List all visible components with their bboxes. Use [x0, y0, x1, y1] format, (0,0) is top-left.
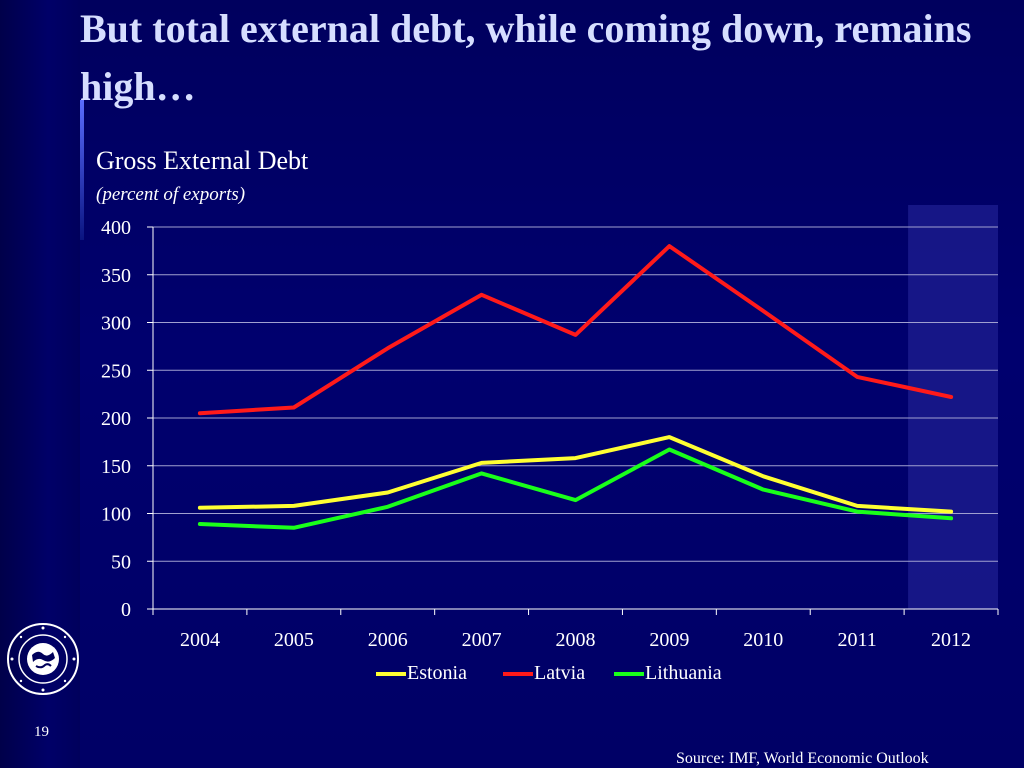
x-tick-label: 2004	[180, 629, 220, 651]
x-tick-label: 2006	[368, 629, 408, 651]
series-line-lithuania	[197, 447, 954, 530]
page-number: 19	[34, 724, 49, 740]
y-tick-label: 350	[101, 265, 131, 287]
x-tick-label: 2008	[556, 629, 596, 651]
chart-title: Gross External Debt	[96, 146, 309, 175]
source-note: Source: IMF, World Economic Outlook	[676, 750, 929, 767]
x-tick-label: 2010	[743, 629, 783, 651]
x-tick-label: 2007	[462, 629, 502, 651]
y-tick-label: 150	[101, 456, 131, 478]
projection-band	[908, 205, 998, 609]
x-tick-label: 2005	[274, 629, 314, 651]
series-line-estonia	[197, 435, 954, 514]
y-tick-label: 0	[121, 599, 131, 621]
background-main	[80, 0, 1024, 768]
y-tick-label: 250	[101, 360, 131, 382]
imf-seal-icon	[7, 623, 79, 695]
legend-label: Estonia	[407, 662, 467, 684]
y-tick-label: 50	[111, 551, 131, 573]
y-tick-label: 200	[101, 408, 131, 430]
series-line-latvia	[197, 244, 954, 416]
x-tick-label: 2009	[649, 629, 689, 651]
slide-title: But total external debt, while coming do…	[80, 6, 972, 109]
y-tick-label: 400	[101, 217, 131, 239]
accent-bar	[80, 100, 84, 240]
chart-unit-label: (percent of exports)	[96, 184, 246, 205]
legend-label: Latvia	[534, 662, 585, 684]
x-tick-label: 2011	[838, 629, 877, 651]
x-tick-label: 2012	[931, 629, 971, 651]
y-tick-label: 300	[101, 313, 131, 335]
legend-label: Lithuania	[645, 662, 722, 684]
y-tick-label: 100	[101, 504, 131, 526]
